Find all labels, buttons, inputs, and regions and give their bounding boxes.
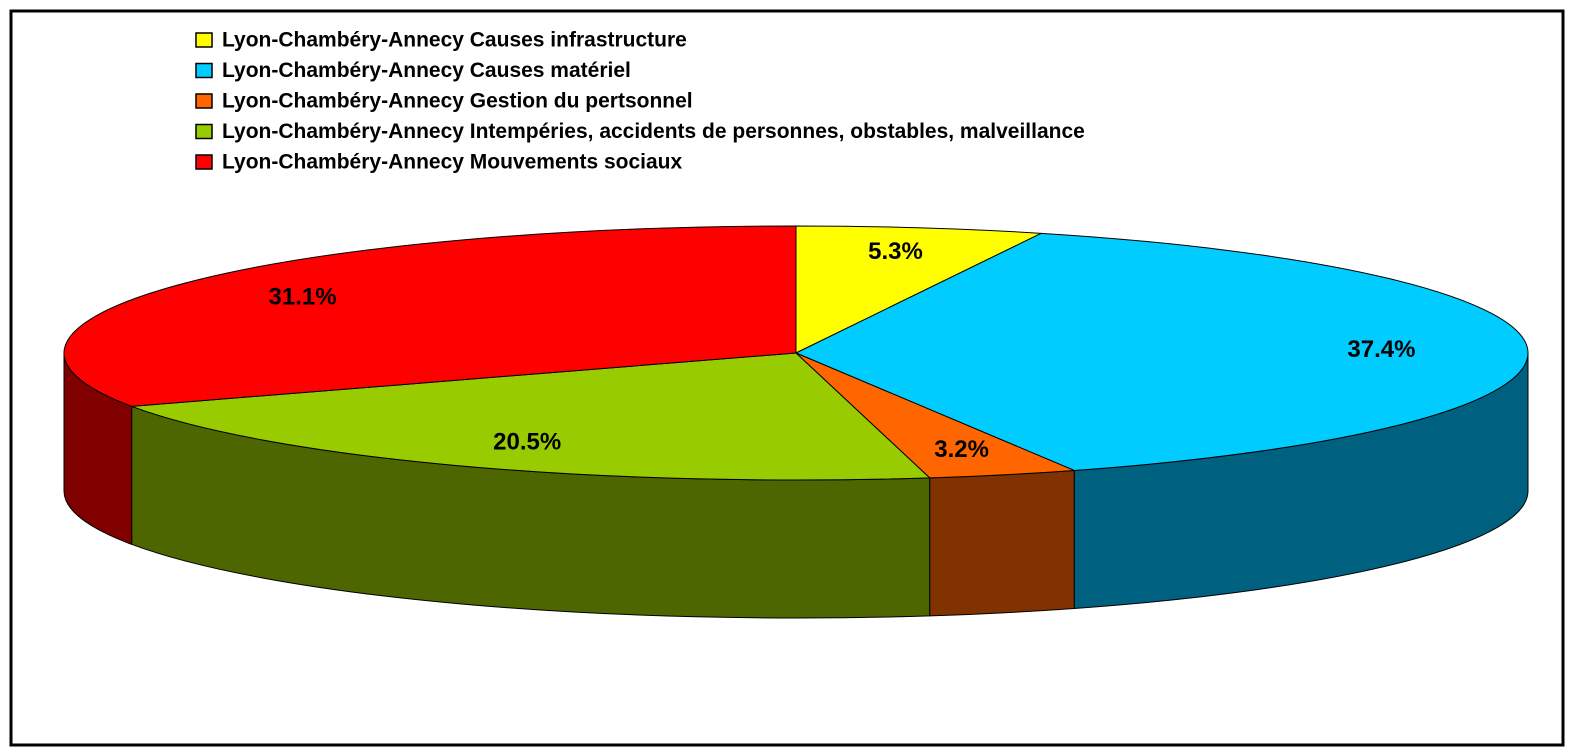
legend-swatch	[195, 62, 213, 79]
legend-swatch	[195, 93, 213, 109]
legend-label: Lyon-Chambéry-Annecy Causes matériel	[222, 59, 631, 82]
data-label: 20.5%	[493, 429, 561, 456]
legend-label: Lyon-Chambéry-Annecy Causes infrastructu…	[222, 29, 687, 52]
legend-swatch	[195, 32, 213, 48]
pie-side	[929, 469, 1075, 617]
legend-swatch	[195, 123, 213, 140]
data-label: 37.4%	[1347, 336, 1415, 363]
pie-slice	[795, 225, 1044, 354]
pie-slice	[794, 232, 1529, 471]
legend-swatch	[195, 154, 213, 170]
data-label: 5.3%	[868, 238, 923, 265]
pie-slice	[63, 225, 797, 407]
data-label: 3.2%	[934, 436, 989, 463]
legend-label: Lyon-Chambéry-Annecy Intempéries, accide…	[222, 120, 1085, 143]
data-label: 31.1%	[269, 284, 337, 311]
legend-label: Lyon-Chambéry-Annecy Mouvements sociaux	[222, 151, 682, 174]
pie-slice	[131, 352, 931, 481]
legend-label: Lyon-Chambéry-Annecy Gestion du pertsonn…	[222, 90, 693, 113]
